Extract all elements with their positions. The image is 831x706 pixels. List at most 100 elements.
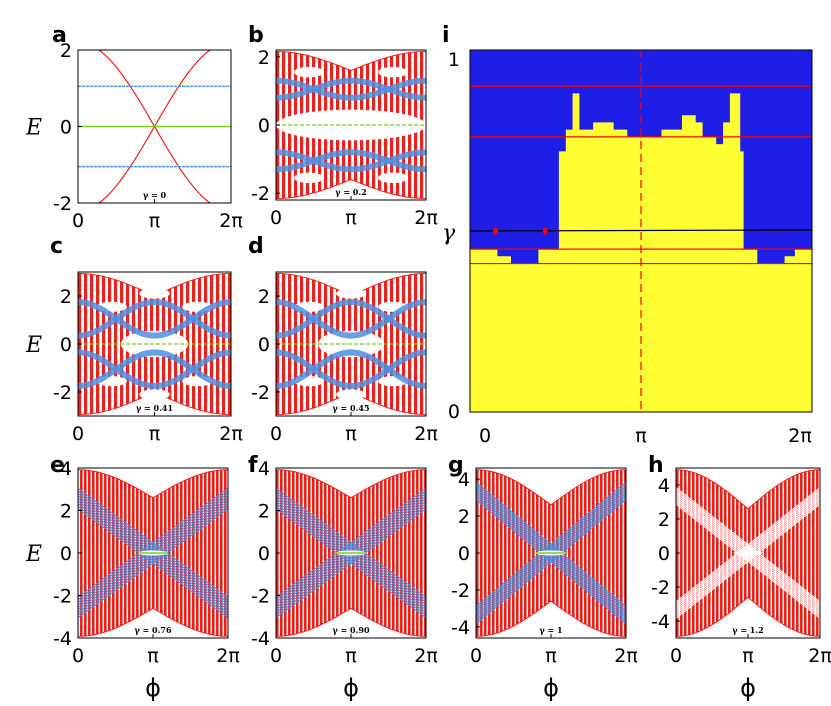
edge-band [276, 77, 426, 101]
side-gap [336, 389, 366, 400]
gamma-annotation: γ = 0.2 [335, 187, 366, 197]
phase-frame [469, 49, 813, 413]
edge-band [276, 77, 426, 101]
plot-area [78, 50, 231, 203]
boundary-line [469, 229, 813, 232]
plot-area [676, 469, 820, 637]
y-tick-label: -4 [651, 611, 670, 633]
y-tick-label: -2 [251, 183, 270, 205]
plot-area [276, 50, 426, 200]
y-axis-label: E [25, 542, 42, 567]
x-tick-label: 2π [219, 210, 243, 232]
panel-label: g [448, 453, 464, 478]
plot-area [276, 272, 426, 416]
y-tick-label: -2 [451, 580, 470, 602]
edge-fan-line [78, 508, 228, 619]
x-tick-label: 2π [414, 423, 438, 445]
side-gap [294, 172, 324, 184]
y-tick-label: 2 [60, 286, 72, 308]
y-tick-label: -2 [53, 586, 72, 608]
gamma-annotation: γ = 0.76 [134, 625, 171, 635]
x-tick-label: 2π [216, 645, 240, 667]
x-axis-label: ϕ [740, 674, 756, 702]
y-axis-label: E [25, 333, 42, 358]
edge-band [276, 149, 426, 173]
panel-label: b [248, 23, 264, 48]
x-tick-label: 0 [72, 423, 84, 445]
x-tick-label: 0 [479, 425, 491, 447]
panel-label: c [50, 234, 63, 259]
y-tick-label: 2 [60, 501, 72, 523]
phase-diagram: i γ 1 00 π 2π [442, 23, 813, 447]
edge-fan-line [476, 481, 626, 607]
edge-fan-line [476, 497, 626, 623]
gamma-annotation: γ = 1 [539, 625, 562, 635]
gamma-annotation: γ = 0.90 [332, 625, 369, 635]
plot-area [476, 469, 626, 637]
edge-fan-line [476, 494, 626, 621]
y-tick-label: 2 [658, 509, 670, 531]
x-axis-label: ϕ [145, 674, 161, 702]
edge-fan-line [676, 491, 820, 607]
y-tick-label: 2 [60, 40, 72, 62]
x-tick-label: π [149, 210, 160, 232]
y-tick-label: 0 [60, 334, 72, 356]
x-tick-label: π [345, 207, 356, 229]
side-gap [378, 66, 408, 78]
x-axis-label: ϕ [543, 674, 559, 702]
edge-fan-line [476, 486, 626, 612]
y-tick-label: -2 [251, 382, 270, 404]
edge-band [276, 298, 426, 339]
edge-fan-line [276, 503, 426, 614]
edge-fan-line [276, 505, 426, 616]
side-gap [336, 288, 366, 299]
y-tick-label: 0 [258, 543, 270, 565]
plot-area [78, 469, 228, 637]
y-tick-label: 0 [658, 543, 670, 565]
gamma-annotation: γ = 1.2 [732, 625, 763, 635]
x-tick-label: 0 [670, 645, 682, 667]
y-axis-label: E [25, 116, 42, 141]
edge-band [78, 298, 231, 339]
edge-fan-line [78, 490, 228, 601]
x-tick-label: 0 [270, 207, 282, 229]
edge-fan-line [476, 499, 626, 625]
edge-band [276, 149, 426, 173]
x-tick-label: 2π [614, 645, 638, 667]
edge-fan-line [676, 499, 820, 615]
edge-band [276, 349, 426, 389]
edge-fan-line [78, 487, 228, 598]
y-tick-label: 0 [458, 543, 470, 565]
y-tick-label: 1 [448, 49, 460, 71]
x-tick-label: 2π [414, 207, 438, 229]
panel-label: f [248, 453, 258, 478]
y-tick-label: -4 [53, 628, 72, 650]
edge-band [78, 299, 231, 339]
y-tick-label: 0 [448, 401, 460, 423]
panel-label: a [52, 23, 67, 48]
edge-band [276, 349, 426, 390]
x-tick-label: 0 [270, 645, 282, 667]
y-tick-label: 2 [258, 47, 270, 69]
marker-dot [493, 227, 499, 235]
edge-fan-line [676, 487, 820, 603]
y-tick-label: -4 [251, 628, 270, 650]
panel-label: i [442, 23, 450, 48]
x-tick-label: π [147, 645, 158, 667]
x-tick-label: 2π [219, 423, 243, 445]
y-tick-label: -2 [651, 577, 670, 599]
y-tick-label: -4 [451, 617, 470, 639]
y-tick-label: 2 [458, 506, 470, 528]
x-tick-label: 2π [808, 645, 831, 667]
x-tick-label: π [149, 423, 160, 445]
edge-fan-line [676, 503, 820, 619]
x-tick-label: π [545, 645, 556, 667]
y-tick-label: 4 [258, 458, 270, 480]
panel-label: h [648, 453, 664, 478]
side-gap [294, 66, 324, 78]
